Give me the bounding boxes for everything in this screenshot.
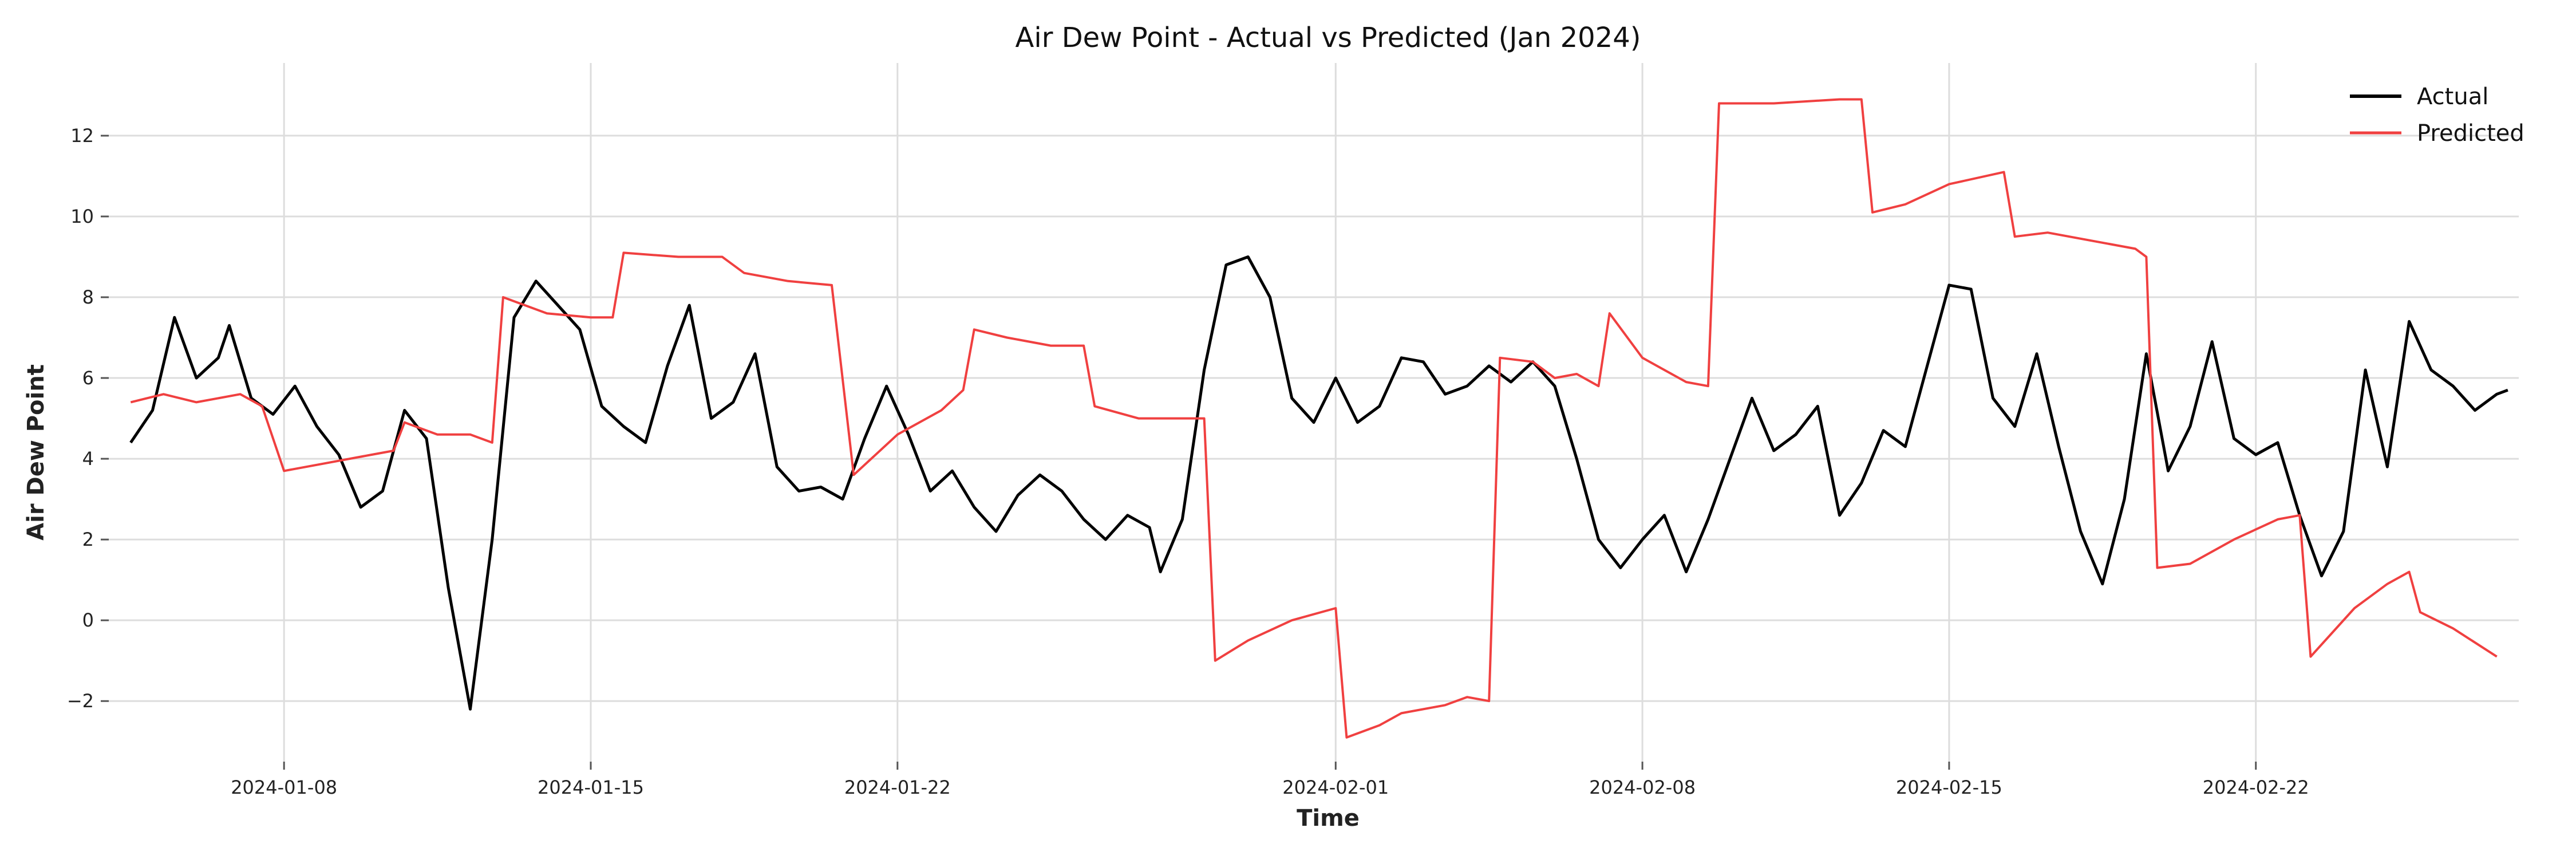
- chart-title: Air Dew Point - Actual vs Predicted (Jan…: [1016, 22, 1641, 54]
- y-tick-label: 10: [70, 206, 94, 227]
- x-tick-label: 2024-01-15: [538, 777, 644, 798]
- y-tick-label: 4: [82, 448, 94, 470]
- y-tick-label: 12: [70, 125, 94, 147]
- y-axis-ticks: −2 0 2 4 6 8 10 12: [67, 125, 109, 712]
- legend: Actual Predicted: [2350, 84, 2524, 147]
- x-tick-label: 2024-02-01: [1282, 777, 1389, 798]
- x-tick-label: 2024-02-22: [2203, 777, 2309, 798]
- y-tick-label: 0: [82, 609, 94, 631]
- y-tick-label: 6: [82, 367, 94, 389]
- x-axis-label: Time: [1297, 805, 1360, 832]
- x-tick-label: 2024-02-15: [1896, 777, 2002, 798]
- y-tick-label: 2: [82, 529, 94, 550]
- y-tick-label: −2: [67, 690, 94, 712]
- y-axis-label: Air Dew Point: [23, 364, 49, 541]
- legend-label-actual: Actual: [2417, 84, 2488, 110]
- x-tick-label: 2024-01-08: [231, 777, 337, 798]
- series-line-predicted: [130, 98, 2498, 739]
- x-tick-label: 2024-02-08: [1589, 777, 1696, 798]
- x-axis-ticks: 2024-01-08 2024-01-15 2024-01-22 2024-02-01…: [231, 762, 2309, 798]
- y-tick-label: 8: [82, 286, 94, 308]
- series-line-actual: [129, 255, 2508, 711]
- x-tick-label: 2024-01-22: [844, 777, 951, 798]
- y-gridlines: [109, 135, 2519, 702]
- legend-label-predicted: Predicted: [2417, 120, 2524, 147]
